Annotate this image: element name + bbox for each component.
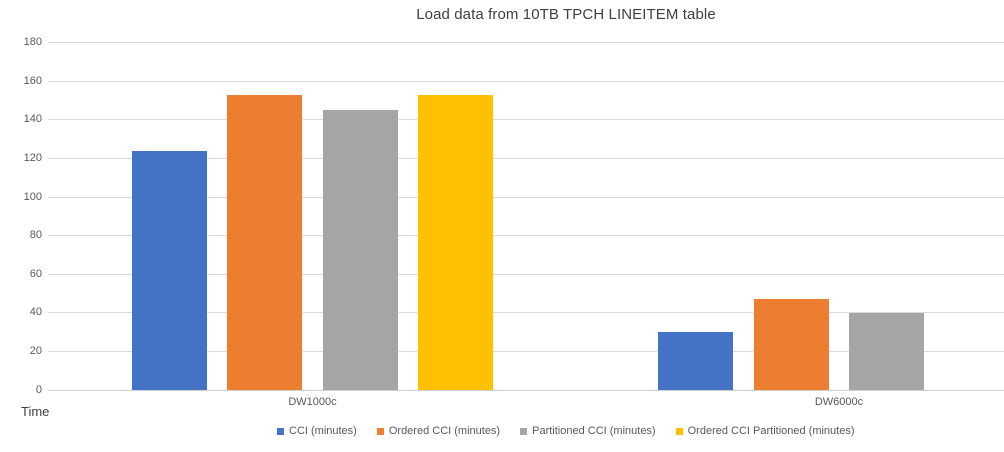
legend-item: Partitioned CCI (minutes) [520, 425, 656, 437]
y-tick-label: 80 [29, 229, 42, 242]
legend: CCI (minutes) Ordered CCI (minutes) Partit… [277, 425, 855, 437]
bar-dw6000c-1 [753, 299, 829, 390]
y-tick-label: 60 [29, 267, 42, 280]
y-tick-label: 0 [35, 383, 42, 396]
legend-item-label: Ordered CCI Partitioned (minutes) [687, 425, 855, 437]
chart-title: Load data from 10TB TPCH LINEITEM table [416, 6, 716, 23]
legend-item: Ordered CCI (minutes) [376, 425, 501, 437]
gridline [48, 42, 1004, 44]
y-tick-label: 120 [23, 152, 42, 165]
bar-dw1000c-1 [227, 94, 303, 390]
gridline [48, 350, 1004, 352]
legend-item: CCI (minutes) [277, 425, 357, 437]
gridline [48, 158, 1004, 160]
legend-item: Ordered CCI Partitioned (minutes) [675, 425, 855, 437]
legend-color-swatch [675, 427, 683, 435]
bar-dw6000c-0 [658, 332, 734, 390]
legend-color-swatch [277, 427, 284, 435]
y-tick-label: 20 [29, 344, 42, 357]
gridline [48, 312, 1004, 314]
y-tick-label: 40 [29, 306, 42, 319]
gridline [48, 80, 1004, 82]
y-axis-title: Time [21, 404, 50, 419]
legend-item-label: Partitioned CCI (minutes) [532, 425, 656, 437]
gridline [48, 273, 1004, 275]
legend-item-label: CCI (minutes) [289, 425, 357, 437]
y-tick-label: 180 [23, 36, 42, 49]
legend-color-swatch [376, 427, 384, 435]
gridline [48, 196, 1004, 198]
legend-color-swatch [520, 427, 528, 435]
x-category-label: DW1000c [288, 396, 337, 408]
y-tick-label: 160 [23, 74, 42, 87]
bar-dw1000c-0 [131, 150, 207, 390]
legend-item-label: Ordered CCI (minutes) [388, 425, 501, 437]
gridline [48, 235, 1004, 237]
gridline [48, 119, 1004, 121]
x-axis-line [48, 389, 1004, 391]
x-category-label: DW6000c [814, 396, 864, 408]
y-tick-label: 100 [23, 190, 42, 203]
bar-dw6000c-2 [849, 312, 925, 390]
bar-dw1000c-2 [322, 110, 398, 390]
y-tick-label: 140 [23, 113, 42, 126]
bar-dw1000c-3 [418, 94, 494, 390]
